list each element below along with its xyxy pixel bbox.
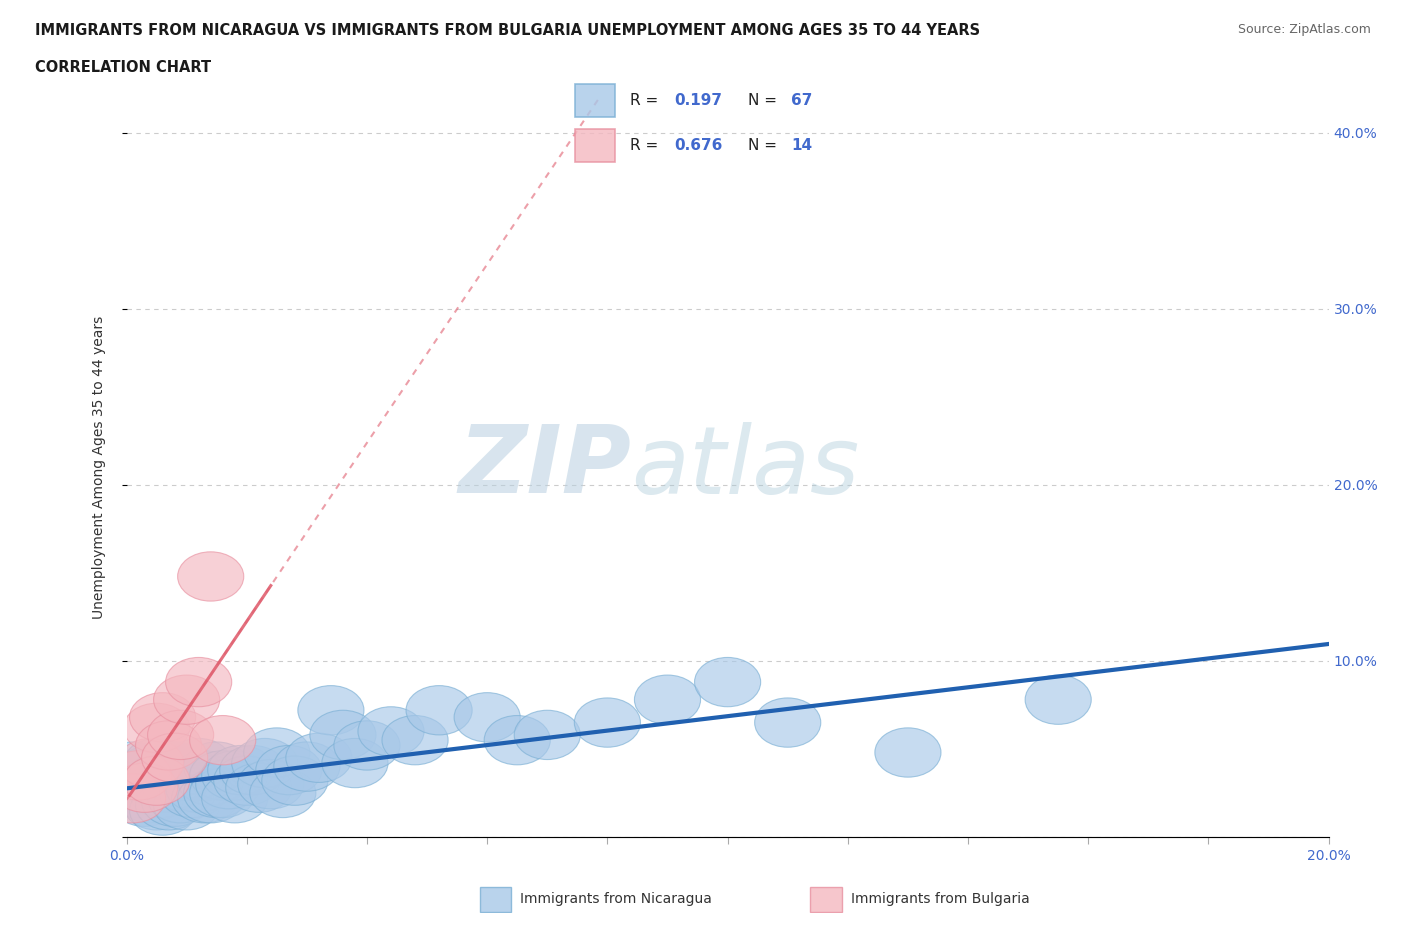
Ellipse shape (124, 760, 190, 809)
Ellipse shape (142, 733, 208, 782)
Ellipse shape (153, 746, 219, 795)
Ellipse shape (515, 711, 581, 760)
Ellipse shape (105, 751, 172, 800)
Ellipse shape (333, 721, 401, 770)
Ellipse shape (153, 763, 219, 813)
Ellipse shape (118, 774, 184, 823)
Ellipse shape (177, 756, 243, 805)
Text: R =: R = (630, 139, 664, 153)
Ellipse shape (382, 715, 449, 764)
Ellipse shape (105, 768, 172, 817)
Ellipse shape (184, 742, 250, 791)
Ellipse shape (359, 707, 425, 756)
Ellipse shape (274, 742, 340, 791)
Ellipse shape (195, 760, 262, 809)
Ellipse shape (232, 738, 298, 788)
Ellipse shape (634, 675, 700, 724)
Ellipse shape (243, 728, 309, 777)
Ellipse shape (135, 780, 201, 830)
Ellipse shape (129, 768, 195, 817)
Ellipse shape (142, 742, 208, 791)
Ellipse shape (153, 780, 219, 830)
Text: 0.676: 0.676 (673, 139, 723, 153)
Ellipse shape (148, 711, 214, 760)
Ellipse shape (135, 763, 201, 813)
Ellipse shape (129, 751, 195, 800)
Ellipse shape (135, 721, 201, 770)
Ellipse shape (118, 738, 184, 788)
Ellipse shape (238, 760, 304, 809)
Text: ZIP: ZIP (458, 421, 631, 513)
Ellipse shape (190, 751, 256, 800)
Ellipse shape (226, 763, 292, 813)
Ellipse shape (454, 693, 520, 742)
Ellipse shape (153, 675, 219, 724)
Ellipse shape (100, 774, 166, 823)
Text: IMMIGRANTS FROM NICARAGUA VS IMMIGRANTS FROM BULGARIA UNEMPLOYMENT AMONG AGES 35: IMMIGRANTS FROM NICARAGUA VS IMMIGRANTS … (35, 23, 980, 38)
Ellipse shape (219, 746, 285, 795)
FancyBboxPatch shape (575, 85, 614, 117)
Ellipse shape (298, 685, 364, 735)
Ellipse shape (118, 746, 184, 795)
Ellipse shape (208, 746, 274, 795)
Ellipse shape (875, 728, 941, 777)
FancyBboxPatch shape (575, 129, 614, 163)
Ellipse shape (142, 777, 208, 827)
Ellipse shape (124, 780, 190, 830)
Ellipse shape (124, 756, 190, 805)
Ellipse shape (100, 742, 166, 791)
Text: 67: 67 (792, 93, 813, 108)
Text: Immigrants from Bulgaria: Immigrants from Bulgaria (851, 892, 1029, 907)
Ellipse shape (190, 768, 256, 817)
Ellipse shape (172, 751, 238, 800)
Ellipse shape (262, 756, 328, 805)
Ellipse shape (166, 658, 232, 707)
Text: CORRELATION CHART: CORRELATION CHART (35, 60, 211, 75)
Ellipse shape (111, 763, 177, 813)
Ellipse shape (160, 751, 226, 800)
Ellipse shape (129, 693, 195, 742)
Ellipse shape (135, 746, 201, 795)
Ellipse shape (250, 768, 316, 817)
Ellipse shape (322, 738, 388, 788)
Text: Immigrants from Nicaragua: Immigrants from Nicaragua (520, 892, 711, 907)
Ellipse shape (111, 760, 177, 809)
Ellipse shape (177, 551, 243, 601)
Ellipse shape (177, 774, 243, 823)
Ellipse shape (695, 658, 761, 707)
Ellipse shape (406, 685, 472, 735)
Text: atlas: atlas (631, 422, 859, 512)
Ellipse shape (111, 777, 177, 827)
Text: Source: ZipAtlas.com: Source: ZipAtlas.com (1237, 23, 1371, 36)
Ellipse shape (285, 733, 352, 782)
Text: R =: R = (630, 93, 664, 108)
Ellipse shape (214, 756, 280, 805)
Ellipse shape (190, 715, 256, 764)
Ellipse shape (256, 746, 322, 795)
Ellipse shape (160, 768, 226, 817)
Text: N =: N = (748, 139, 782, 153)
Ellipse shape (148, 774, 214, 823)
Ellipse shape (148, 751, 214, 800)
Ellipse shape (574, 698, 641, 747)
Ellipse shape (309, 711, 375, 760)
Text: 0.197: 0.197 (673, 93, 721, 108)
Ellipse shape (129, 786, 195, 835)
Ellipse shape (201, 751, 267, 800)
Ellipse shape (1025, 675, 1091, 724)
Ellipse shape (184, 768, 250, 817)
Ellipse shape (124, 703, 190, 752)
Text: 14: 14 (792, 139, 813, 153)
Ellipse shape (166, 763, 232, 813)
Y-axis label: Unemployment Among Ages 35 to 44 years: Unemployment Among Ages 35 to 44 years (91, 315, 105, 619)
Text: N =: N = (748, 93, 782, 108)
Ellipse shape (172, 774, 238, 823)
Ellipse shape (484, 715, 550, 764)
Ellipse shape (124, 738, 190, 788)
Ellipse shape (755, 698, 821, 747)
Ellipse shape (105, 751, 172, 800)
Ellipse shape (142, 760, 208, 809)
Ellipse shape (166, 738, 232, 788)
Ellipse shape (201, 774, 267, 823)
